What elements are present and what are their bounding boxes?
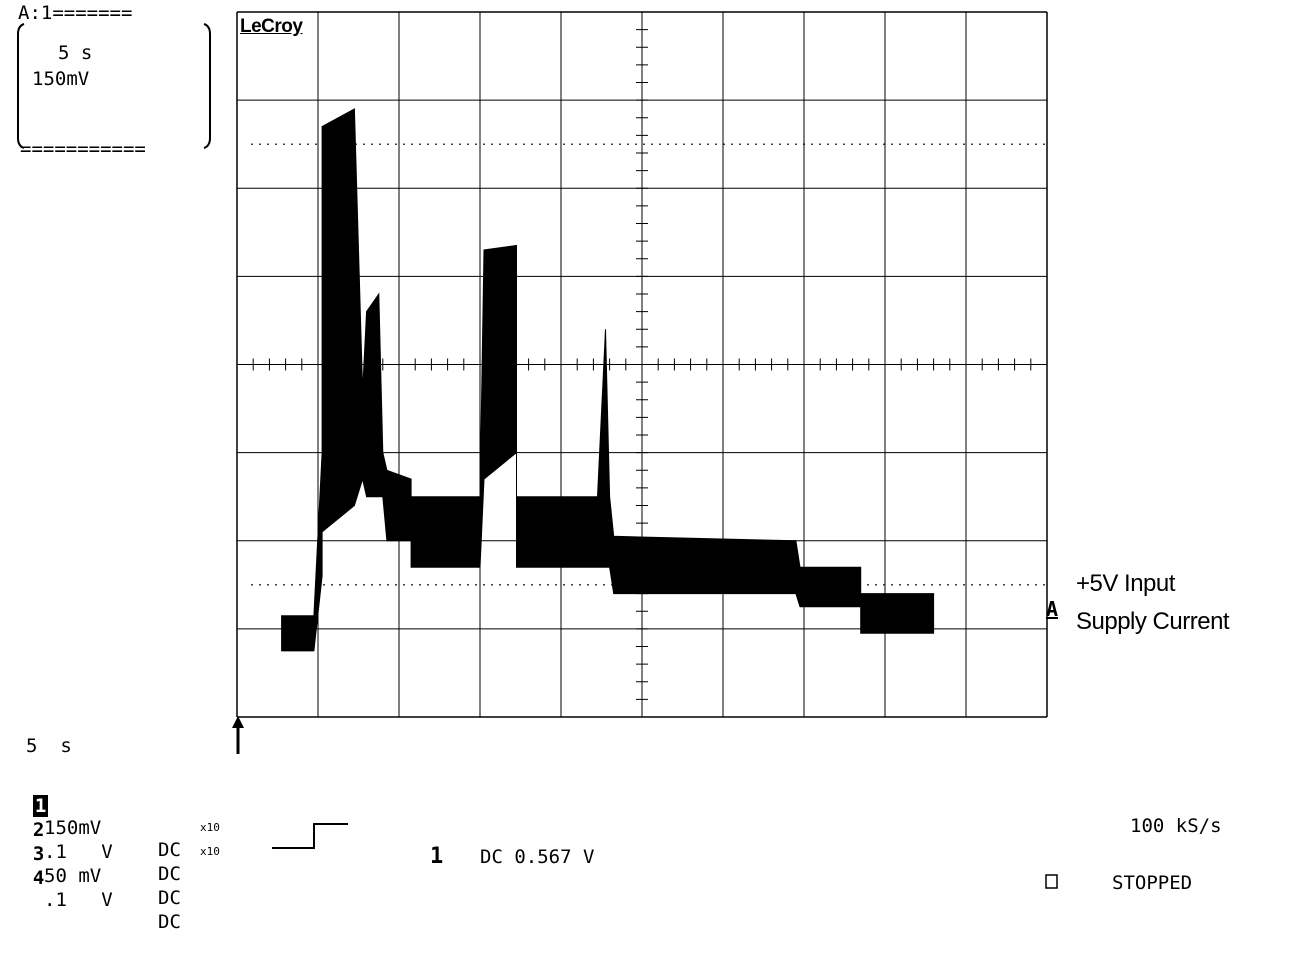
channel-4-scale: .1 V: [44, 889, 113, 911]
trigger-position-arrow: [232, 716, 244, 754]
channel-2-number: 2: [32, 819, 45, 841]
graticule-ticks: [236, 11, 1032, 700]
channel-4-number: 4: [32, 867, 45, 889]
scope-display: [17, 11, 1058, 889]
channel-1-row[interactable]: 1 150mV DC: [10, 773, 181, 861]
trace-descriptor-box[interactable]: A:1======= 5 s 150mV ===========: [14, 2, 214, 160]
channel-3-number: 3: [32, 843, 45, 865]
channel-4-probe: x10: [200, 845, 220, 858]
channel-3-coupling: DC: [158, 887, 181, 909]
channel-4-coupling: DC: [158, 911, 181, 933]
trace-box-volts: 150mV: [32, 68, 90, 90]
channel-3-probe: x10: [200, 821, 220, 834]
channel-2-row[interactable]: 2 .1 V DC: [10, 797, 181, 885]
channel-2-coupling: DC: [158, 863, 181, 885]
trace-label-line1: +5V Input: [1076, 570, 1175, 597]
channel-1-scale: 150mV: [44, 817, 102, 839]
trace-label-line2: Supply Current: [1076, 608, 1230, 635]
channel-2-scale: .1 V: [44, 841, 113, 863]
trigger-channel: 1: [430, 844, 444, 869]
trace-box-right-bracket: [203, 23, 211, 149]
trace-a-waveform: [281, 108, 935, 652]
trace-box-footer: ===========: [20, 138, 146, 160]
brand-logo: LeCroy: [240, 16, 303, 37]
channel-1-coupling: DC: [158, 839, 181, 861]
trigger-slope-icon: [272, 823, 348, 849]
trigger-level: DC 0.567 V: [480, 846, 595, 868]
sample-rate: 100 kS/s: [1130, 815, 1222, 837]
acquisition-status-icon: [1045, 874, 1058, 889]
trace-box-header: A:1=======: [18, 2, 133, 24]
acquisition-state: STOPPED: [1112, 872, 1193, 894]
trace-box-left-bracket: [17, 23, 25, 149]
channel-3-scale: 50 mV: [44, 865, 102, 887]
trace-box-timebase: 5 s: [58, 42, 93, 64]
trace-marker[interactable]: A: [1046, 597, 1059, 621]
channel-4-row[interactable]: 4 .1 V DC x10: [10, 845, 220, 955]
timebase-readout: 5 s: [26, 735, 72, 757]
channel-1-number: 1: [32, 795, 49, 817]
